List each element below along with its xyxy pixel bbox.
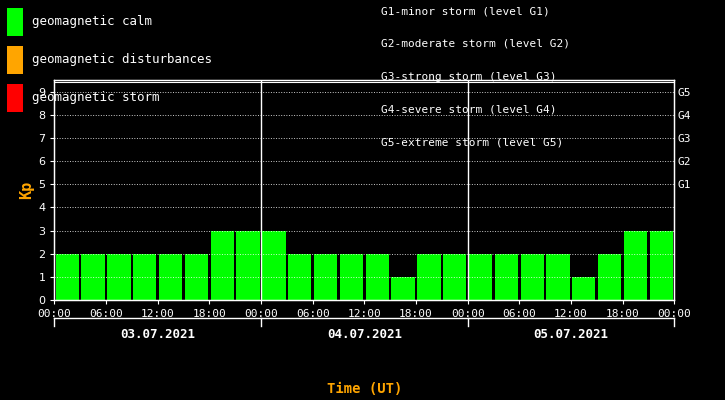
Bar [314, 254, 337, 300]
Bar [572, 277, 595, 300]
Bar [262, 230, 286, 300]
Bar [494, 254, 518, 300]
Bar [418, 254, 441, 300]
Text: G3-strong storm (level G3): G3-strong storm (level G3) [381, 72, 556, 82]
Bar [598, 254, 621, 300]
Bar [469, 254, 492, 300]
Bar [521, 254, 544, 300]
Bar [443, 254, 466, 300]
Text: 05.07.2021: 05.07.2021 [534, 328, 608, 341]
Bar [185, 254, 208, 300]
Bar [650, 230, 673, 300]
Bar [133, 254, 157, 300]
Text: geomagnetic storm: geomagnetic storm [32, 92, 160, 104]
Bar [340, 254, 363, 300]
Bar [547, 254, 570, 300]
Text: G4-severe storm (level G4): G4-severe storm (level G4) [381, 104, 556, 114]
Y-axis label: Kp: Kp [19, 181, 34, 199]
Bar [624, 230, 647, 300]
Bar [81, 254, 104, 300]
Bar [107, 254, 130, 300]
Text: geomagnetic disturbances: geomagnetic disturbances [32, 54, 212, 66]
Text: G5-extreme storm (level G5): G5-extreme storm (level G5) [381, 137, 563, 147]
Bar [392, 277, 415, 300]
Bar [56, 254, 79, 300]
Text: geomagnetic calm: geomagnetic calm [32, 16, 152, 28]
Bar [365, 254, 389, 300]
Bar [211, 230, 234, 300]
Text: G1-minor storm (level G1): G1-minor storm (level G1) [381, 6, 550, 16]
Bar [288, 254, 311, 300]
Bar [159, 254, 182, 300]
Text: G2-moderate storm (level G2): G2-moderate storm (level G2) [381, 39, 570, 49]
Text: 04.07.2021: 04.07.2021 [327, 328, 402, 341]
Text: Time (UT): Time (UT) [327, 382, 402, 396]
Bar [236, 230, 260, 300]
Text: 03.07.2021: 03.07.2021 [120, 328, 195, 341]
